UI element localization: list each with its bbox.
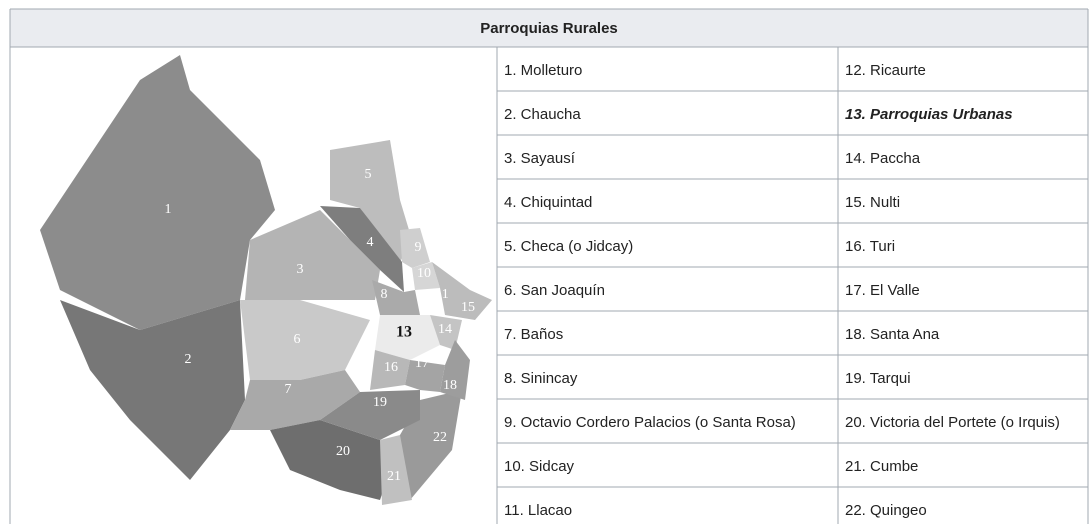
map-label: 5 bbox=[365, 167, 372, 182]
cell: 22. Quingeo bbox=[845, 502, 927, 519]
cell: 3. Sayausí bbox=[504, 150, 576, 167]
map-label: 11 bbox=[435, 287, 448, 302]
map-label: 19 bbox=[373, 395, 387, 410]
region bbox=[270, 420, 390, 500]
cell: 10. Sidcay bbox=[504, 458, 575, 475]
cell: 21. Cumbe bbox=[845, 458, 918, 475]
header-title: Parroquias Rurales bbox=[480, 20, 618, 37]
header-bg bbox=[10, 9, 1088, 47]
cell: 18. Santa Ana bbox=[845, 326, 940, 343]
cell: 8. Sinincay bbox=[504, 370, 578, 387]
region bbox=[370, 350, 410, 390]
region bbox=[400, 228, 430, 268]
region bbox=[372, 280, 420, 315]
map-label: 20 bbox=[336, 444, 350, 459]
cell: 1. Molleturo bbox=[504, 62, 582, 79]
map-label: 4 bbox=[367, 235, 374, 250]
map-label: 10 bbox=[417, 266, 431, 281]
cell: 2. Chaucha bbox=[504, 106, 581, 123]
map-label: 3 bbox=[297, 262, 304, 277]
cell: 6. San Joaquín bbox=[504, 282, 605, 299]
region bbox=[60, 300, 245, 480]
cell: 15. Nulti bbox=[845, 194, 900, 211]
region bbox=[245, 210, 380, 300]
cell: 12. Ricaurte bbox=[845, 62, 926, 79]
region bbox=[392, 390, 462, 500]
map-label: 12 bbox=[418, 294, 432, 309]
region bbox=[320, 390, 420, 440]
cell: 11. Llacao bbox=[504, 502, 572, 519]
cell: 17. El Valle bbox=[845, 282, 920, 299]
region bbox=[380, 435, 412, 505]
map-label: 14 bbox=[438, 322, 452, 337]
region bbox=[40, 55, 275, 330]
map-label: 6 bbox=[294, 332, 301, 347]
map-label: 9 bbox=[415, 240, 422, 255]
region bbox=[330, 140, 412, 262]
region bbox=[375, 315, 440, 360]
cell: 20. Victoria del Portete (o Irquis) bbox=[845, 414, 1060, 431]
region bbox=[320, 206, 404, 292]
region bbox=[430, 315, 462, 350]
map bbox=[40, 55, 492, 505]
region bbox=[240, 300, 370, 380]
map-label: 16 bbox=[384, 360, 398, 375]
map-label: 22 bbox=[433, 430, 447, 445]
map-label: 18 bbox=[443, 378, 457, 393]
region bbox=[412, 262, 440, 290]
region bbox=[440, 340, 470, 400]
cell: 14. Paccha bbox=[845, 150, 921, 167]
map-label: 7 bbox=[285, 382, 292, 397]
cell: 9. Octavio Cordero Palacios (o Santa Ros… bbox=[504, 414, 796, 431]
map-label: 8 bbox=[381, 287, 388, 302]
region bbox=[432, 262, 492, 320]
map-label: 2 bbox=[185, 352, 192, 367]
map-label: 1 bbox=[165, 202, 172, 217]
region bbox=[230, 370, 360, 430]
map-label: 15 bbox=[461, 300, 475, 315]
region bbox=[405, 360, 445, 392]
cell: 7. Baños bbox=[504, 326, 563, 343]
map-label: 13 bbox=[396, 324, 412, 341]
cell: 4. Chiquintad bbox=[504, 194, 592, 211]
cell: 13. Parroquias Urbanas bbox=[845, 106, 1013, 123]
map-label: 17 bbox=[415, 356, 429, 371]
cell: 16. Turi bbox=[845, 238, 895, 255]
cell: 5. Checa (o Jidcay) bbox=[504, 238, 633, 255]
cell: 19. Tarqui bbox=[845, 370, 911, 387]
map-label: 21 bbox=[387, 469, 401, 484]
